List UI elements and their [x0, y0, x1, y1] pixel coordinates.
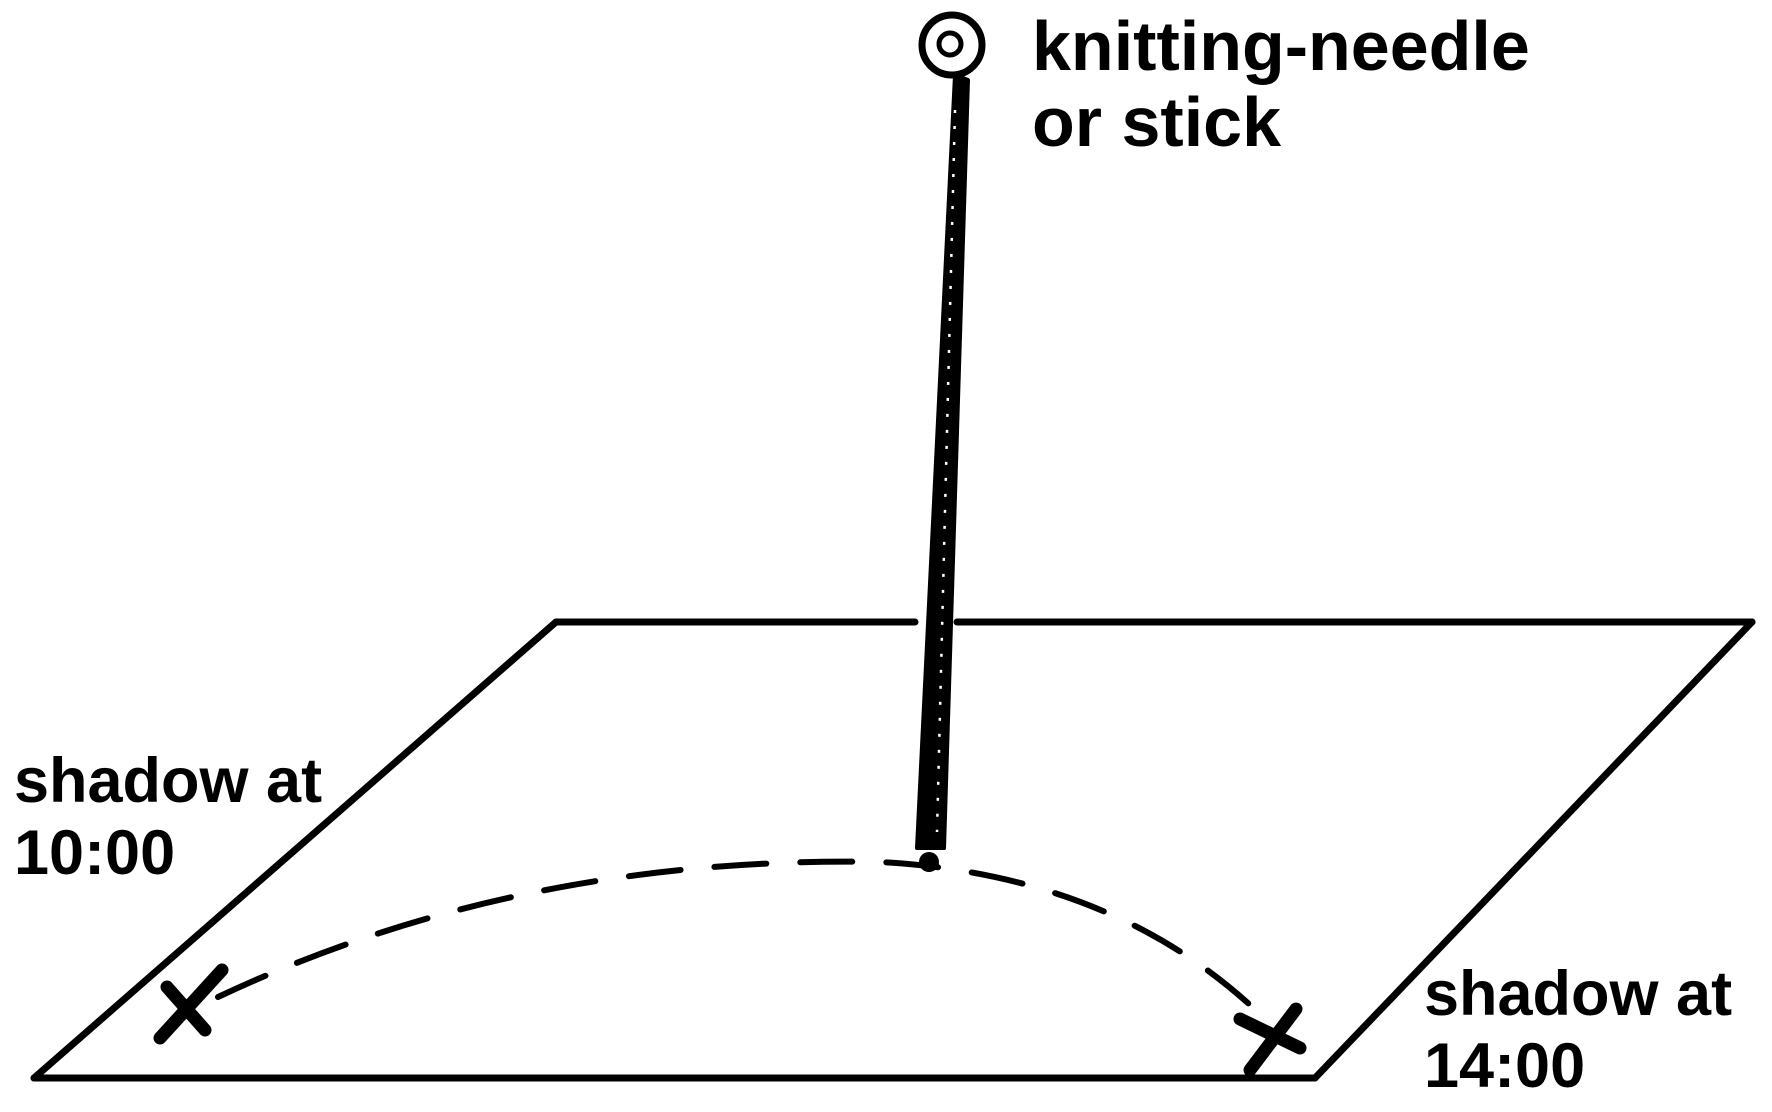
needle-shaft	[915, 73, 970, 850]
ground-plane	[30, 618, 1756, 1082]
ground-plane-left-edge	[30, 618, 560, 1082]
knitting-needle	[915, 11, 986, 872]
needle-knob-inner	[936, 30, 964, 58]
shadow-14-label: shadow at 14:00	[1424, 958, 1732, 1102]
shadow-arc	[215, 858, 1271, 1025]
ground-plane-right-edge	[1311, 618, 1756, 1082]
shadow-10-label: shadow at 10:00	[14, 745, 322, 889]
needle-label-line-1: knitting-needle	[1032, 7, 1530, 85]
shadow-14-label-line-1: shadow at	[1424, 959, 1733, 1029]
shadow-mark-10	[153, 963, 229, 1045]
shadow-mark-14	[1233, 1002, 1307, 1077]
needle-foot	[919, 852, 939, 872]
shadow-10-label-line-1: shadow at	[14, 746, 323, 816]
needle-label-line-2: or stick	[1032, 83, 1281, 161]
needle-knob-outer	[918, 11, 986, 79]
needle-label: knitting-needle or stick	[1032, 8, 1530, 160]
shadow-14-label-line-2: 14:00	[1424, 1031, 1586, 1101]
shadow-10-label-line-2: 10:00	[14, 818, 176, 888]
